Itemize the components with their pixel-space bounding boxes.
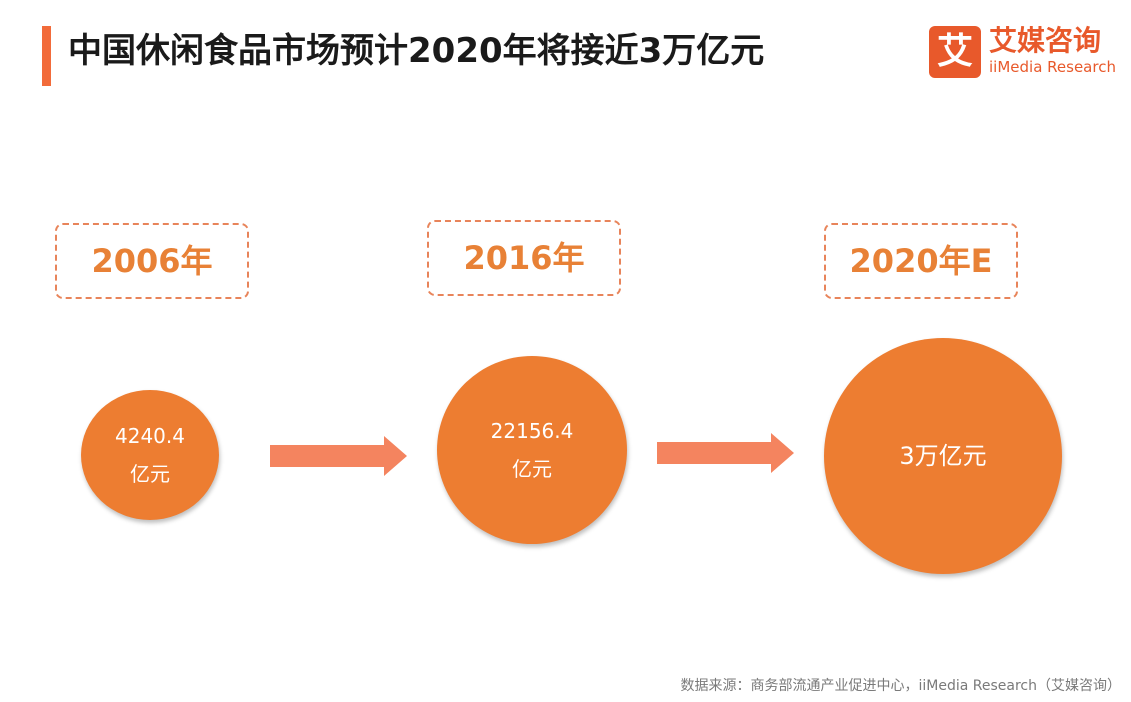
title-accent-bar bbox=[42, 26, 51, 86]
market-size-circle-2020e: 3万亿元 bbox=[824, 338, 1062, 574]
logo-text-en: iiMedia Research bbox=[989, 58, 1116, 76]
market-size-unit: 亿元 bbox=[130, 462, 170, 486]
year-box-2016: 2016年 bbox=[427, 220, 621, 296]
data-source-note: 数据来源：商务部流通产业促进中心，iiMedia Research（艾媒咨询） bbox=[680, 678, 1122, 694]
year-box-2020e: 2020年E bbox=[824, 223, 1018, 299]
market-size-value: 22156.4 bbox=[490, 419, 574, 443]
market-size-circle-2016: 22156.4 亿元 bbox=[437, 356, 627, 544]
market-size-circle-2006: 4240.4 亿元 bbox=[81, 390, 219, 520]
market-size-value: 4240.4 bbox=[115, 424, 185, 448]
page-title: 中国休闲食品市场预计2020年将接近3万亿元 bbox=[68, 31, 765, 71]
brand-logo: 艾 艾媒咨询 iiMedia Research bbox=[929, 24, 1116, 82]
market-size-value: 3万亿元 bbox=[899, 442, 987, 470]
logo-mark-icon: 艾 bbox=[929, 26, 981, 78]
market-size-unit: 亿元 bbox=[512, 457, 552, 481]
arrow-right-icon bbox=[270, 436, 407, 476]
logo-text-cn: 艾媒咨询 bbox=[989, 24, 1102, 57]
year-box-2006: 2006年 bbox=[55, 223, 249, 299]
arrow-right-icon bbox=[657, 433, 794, 473]
